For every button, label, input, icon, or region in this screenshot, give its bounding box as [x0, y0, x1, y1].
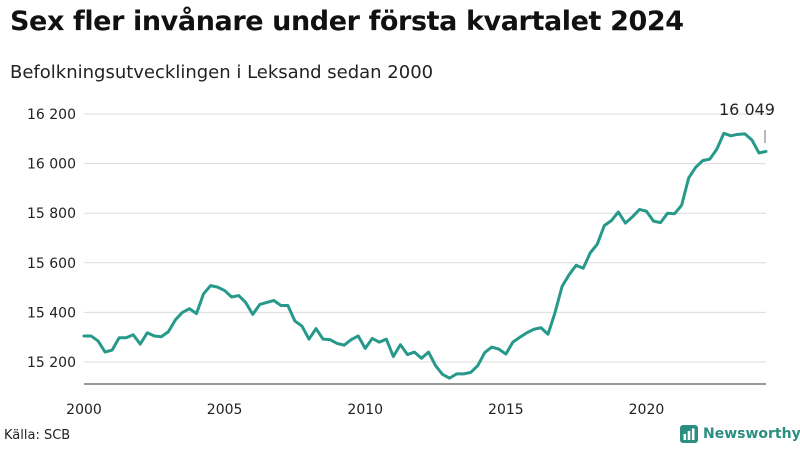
- annotation-label: 16 049: [719, 100, 775, 119]
- chart-subtitle: Befolkningsutvecklingen i Leksand sedan …: [10, 62, 434, 83]
- y-tick-label: 15 400: [27, 305, 76, 321]
- x-tick-label: 2020: [629, 402, 665, 418]
- y-tick-label: 15 600: [27, 256, 76, 272]
- x-tick-label: 2005: [207, 402, 243, 418]
- chart-title: Sex fler invånare under första kvartalet…: [10, 6, 684, 37]
- bar-chart-icon: [680, 425, 698, 443]
- y-tick-label: 16 000: [27, 157, 76, 173]
- series-line: [82, 131, 768, 380]
- y-tick-label: 15 800: [27, 206, 76, 222]
- x-tick-label: 2015: [488, 402, 524, 418]
- y-tick-label: 15 200: [27, 355, 76, 371]
- source-label: Källa: SCB: [4, 428, 71, 443]
- brand-logo: Newsworthy: [680, 425, 800, 443]
- y-tick-label: 16 200: [27, 107, 76, 123]
- x-tick-label: 2010: [347, 402, 383, 418]
- x-tick-label: 2000: [66, 402, 102, 418]
- brand-name: Newsworthy: [703, 426, 800, 442]
